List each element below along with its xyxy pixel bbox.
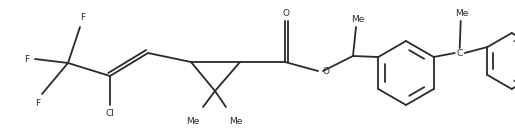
Text: Me: Me <box>351 15 365 23</box>
Text: C: C <box>457 48 463 58</box>
Text: Me: Me <box>455 9 469 18</box>
Text: Me: Me <box>186 118 200 127</box>
Text: F: F <box>36 99 41 108</box>
Text: Me: Me <box>229 118 243 127</box>
Text: O: O <box>283 9 289 18</box>
Text: O: O <box>322 67 330 75</box>
Text: F: F <box>80 13 85 23</box>
Text: Cl: Cl <box>106 108 114 118</box>
Text: F: F <box>24 54 29 64</box>
